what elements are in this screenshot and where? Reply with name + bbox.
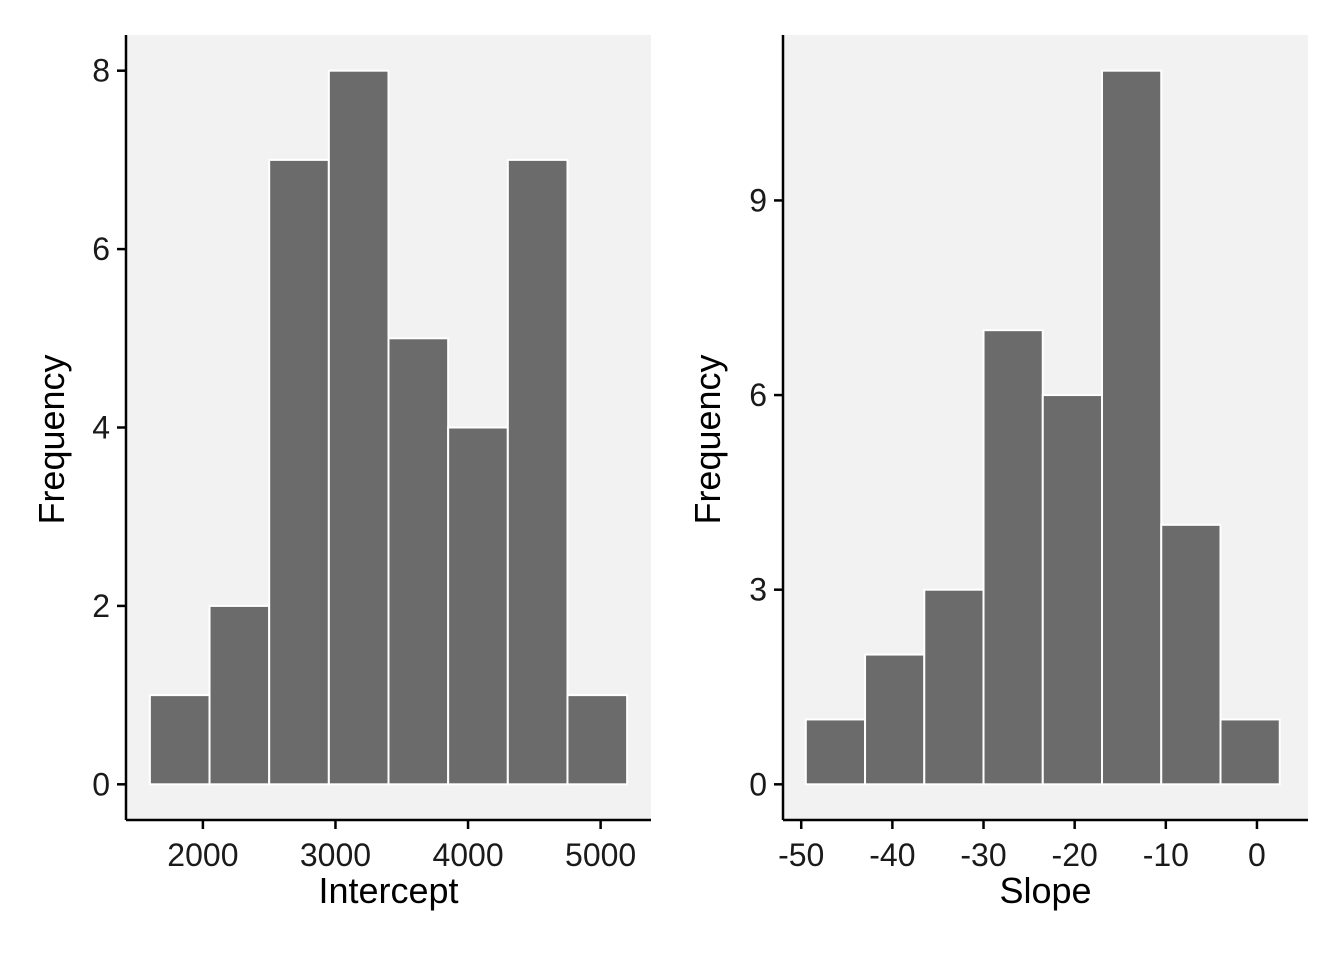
slope-x-tick-label: -30 — [960, 837, 1006, 873]
intercept-x-tick-label: 4000 — [432, 837, 503, 873]
intercept-y-tick-label: 0 — [92, 766, 110, 802]
slope-x-tick-label: -20 — [1052, 837, 1098, 873]
slope-y-tick-label: 0 — [749, 766, 767, 802]
intercept-histogram-panel: 0 2 4 6 8 2000 3000 4000 5000 Intercept Frequency — [31, 35, 651, 911]
slope-y-tick-label: 6 — [749, 377, 767, 413]
intercept-bar-5 — [447, 426, 509, 786]
intercept-y-tick-label: 2 — [92, 588, 110, 624]
intercept-x-tick-label: 3000 — [300, 837, 371, 873]
slope-y-axis-title: Frequency — [687, 354, 728, 524]
slope-bar-6 — [1160, 523, 1222, 786]
slope-y-tick-label: 9 — [749, 182, 767, 218]
intercept-bar-4 — [387, 337, 450, 786]
intercept-y-axis-title: Frequency — [31, 354, 72, 524]
intercept-x-axis-title: Intercept — [318, 870, 458, 911]
slope-bar-1 — [864, 653, 926, 786]
slope-histogram-panel: 0 3 6 9 -50 -40 -30 -20 -10 0 Slope Frequency — [687, 35, 1308, 911]
slope-bar-7 — [1219, 718, 1281, 786]
intercept-bar-6 — [506, 158, 569, 786]
intercept-y-tick-label: 4 — [92, 410, 110, 446]
intercept-y-tick-label: 6 — [92, 231, 110, 267]
intercept-bar-3 — [327, 69, 390, 786]
slope-x-tick-label: -10 — [1143, 837, 1189, 873]
slope-x-axis-title: Slope — [999, 870, 1091, 911]
intercept-x-tick-label: 2000 — [167, 837, 238, 873]
intercept-bar-7 — [566, 694, 629, 786]
slope-x-tick-label: -40 — [869, 837, 915, 873]
intercept-x-tick-label: 5000 — [565, 837, 636, 873]
slope-y-tick-label: 3 — [749, 572, 767, 608]
slope-bar-5 — [1101, 69, 1163, 786]
slope-bar-4 — [1041, 394, 1104, 786]
intercept-bar-2 — [268, 158, 330, 786]
intercept-bar-1 — [208, 604, 271, 786]
slope-bar-2 — [923, 588, 985, 786]
slope-bar-3 — [982, 329, 1044, 786]
slope-bar-0 — [804, 718, 867, 786]
slope-x-tick-label: 0 — [1248, 837, 1266, 873]
intercept-y-tick-label: 8 — [92, 53, 110, 89]
intercept-bar-0 — [148, 694, 211, 786]
slope-x-tick-label: -50 — [778, 837, 824, 873]
